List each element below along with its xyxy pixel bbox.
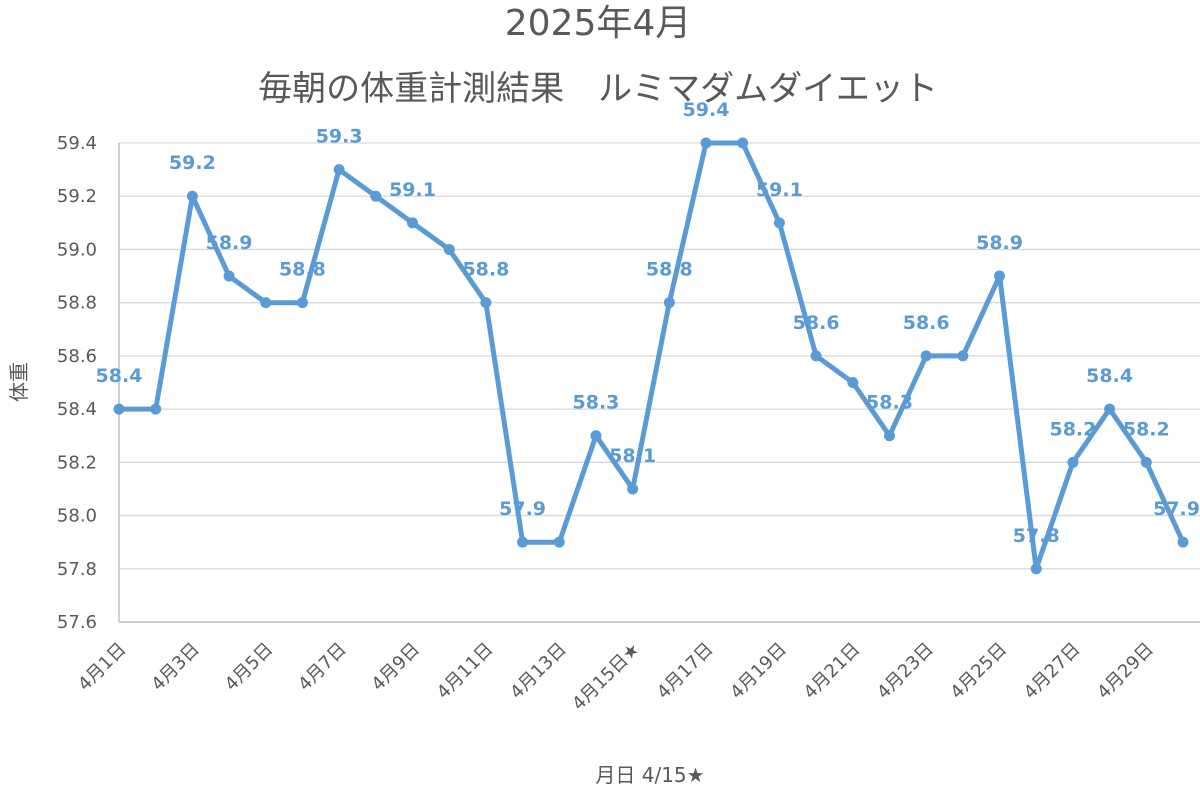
x-tick-label: 4月29日 xyxy=(1093,639,1158,704)
data-label: 58.4 xyxy=(1086,365,1133,387)
data-point xyxy=(517,536,529,548)
x-tick-label: 4月1日 xyxy=(74,639,131,696)
data-point xyxy=(186,190,198,202)
data-label: 59.2 xyxy=(169,152,216,174)
data-point xyxy=(883,430,895,442)
data-label: 59.4 xyxy=(683,99,730,121)
x-tick-label: 4月11日 xyxy=(433,639,498,704)
data-point xyxy=(737,137,749,149)
data-point xyxy=(443,243,455,255)
x-tick-label: 4月5日 xyxy=(221,639,278,696)
y-tick-label: 57.6 xyxy=(57,612,97,633)
data-label: 58.8 xyxy=(646,259,693,281)
y-tick-label: 58.8 xyxy=(57,293,97,314)
data-point xyxy=(627,483,639,495)
x-tick-label: 4月3日 xyxy=(147,639,204,696)
series-weight xyxy=(113,137,1189,575)
data-label: 58.3 xyxy=(573,392,620,414)
x-axis-label: 月日 4/15★ xyxy=(595,763,704,787)
data-point xyxy=(553,536,565,548)
data-point xyxy=(1067,456,1079,468)
x-tick-label: 4月13日 xyxy=(506,639,571,704)
data-label: 59.3 xyxy=(316,126,363,148)
y-axis-ticks: 57.6 57.8 58.0 58.2 58.4 58.6 58.8 59.0 59.2 59.4 xyxy=(57,133,97,633)
data-point xyxy=(480,297,492,309)
data-label: 58.2 xyxy=(1049,418,1096,440)
y-tick-label: 58.6 xyxy=(57,346,97,367)
y-tick-label: 58.4 xyxy=(57,399,97,420)
data-label: 57.9 xyxy=(499,498,546,520)
y-tick-label: 58.2 xyxy=(57,452,97,473)
data-point xyxy=(920,350,932,362)
data-label: 58.1 xyxy=(609,445,656,467)
series-line xyxy=(116,140,1186,572)
data-label: 58.3 xyxy=(866,392,913,414)
x-tick-label: 4月23日 xyxy=(873,639,938,704)
data-point xyxy=(773,217,785,229)
x-tick-label: 4月9日 xyxy=(368,639,425,696)
data-point xyxy=(370,190,382,202)
data-point xyxy=(333,164,345,176)
data-label: 58.6 xyxy=(793,312,840,334)
data-point xyxy=(1177,536,1189,548)
data-point xyxy=(1030,563,1042,575)
data-label: 58.6 xyxy=(903,312,950,334)
data-label: 59.1 xyxy=(389,179,436,201)
data-point xyxy=(590,430,602,442)
x-tick-label: 4月7日 xyxy=(294,639,351,696)
data-point xyxy=(847,377,859,388)
data-point xyxy=(1140,456,1152,468)
data-point xyxy=(150,403,162,415)
y-tick-label: 59.4 xyxy=(57,133,97,154)
x-tick-label: 4月15日★ xyxy=(568,639,644,715)
data-point xyxy=(663,297,675,309)
chart-subtitle: 毎朝の体重計測結果 ルミマダムダイエット xyxy=(258,69,938,109)
data-point xyxy=(260,297,272,309)
data-label: 58.8 xyxy=(279,259,326,281)
y-tick-label: 59.2 xyxy=(57,186,97,207)
y-tick-label: 59.0 xyxy=(57,239,97,260)
y-tick-label: 58.0 xyxy=(57,506,97,527)
data-label: 59.1 xyxy=(756,179,803,201)
data-label: 58.2 xyxy=(1123,418,1170,440)
data-point xyxy=(223,270,235,282)
data-point xyxy=(957,350,969,362)
data-point xyxy=(810,350,822,362)
gridlines xyxy=(118,142,1200,623)
y-tick-label: 57.8 xyxy=(57,559,97,580)
data-label: 58.8 xyxy=(462,259,509,281)
x-tick-label: 4月21日 xyxy=(800,639,865,704)
data-label: 57.9 xyxy=(1153,498,1200,520)
x-tick-label: 4月25日 xyxy=(946,639,1011,704)
data-point xyxy=(296,297,308,309)
chart-title: 2025年4月 xyxy=(505,3,692,44)
x-tick-label: 4月17日 xyxy=(653,639,718,704)
x-tick-label: 4月19日 xyxy=(726,639,791,704)
data-point xyxy=(407,217,419,229)
data-label: 57.8 xyxy=(1013,525,1060,547)
y-axis-label: 体重 xyxy=(7,362,31,402)
data-label: 58.9 xyxy=(976,232,1023,254)
data-point xyxy=(700,137,712,149)
data-labels: 58.4 59.2 58.9 58.8 59.3 59.1 58.8 57.9 58.3 58.1… xyxy=(96,99,1200,547)
data-point xyxy=(994,270,1006,282)
data-point xyxy=(1104,403,1116,415)
data-label: 58.9 xyxy=(206,232,253,254)
x-tick-label: 4月27日 xyxy=(1020,639,1085,704)
data-point xyxy=(113,403,125,415)
data-label: 58.4 xyxy=(96,365,143,387)
